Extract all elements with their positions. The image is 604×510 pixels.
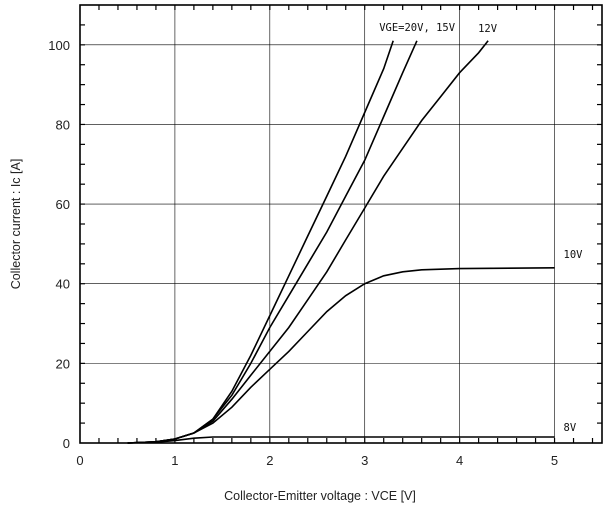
series-label: 8V (564, 422, 577, 434)
x-tick-label: 2 (266, 453, 273, 468)
series-curve-2 (127, 40, 489, 444)
y-tick-label: 60 (56, 197, 70, 212)
series-label: 10V (564, 249, 584, 261)
y-axis-label: Collector current : Ic [A] (9, 159, 23, 290)
y-tick-label: 80 (56, 117, 70, 132)
series-curve-1 (127, 40, 418, 444)
plot-frame (79, 4, 603, 444)
x-tick-label: 0 (76, 453, 83, 468)
x-tick-label: 3 (361, 453, 368, 468)
axis-ticks (80, 5, 602, 443)
y-tick-label: 0 (63, 436, 70, 451)
y-tick-label: 100 (48, 38, 70, 53)
x-tick-label: 4 (456, 453, 463, 468)
series-curves (127, 40, 555, 444)
y-tick-labels: 0 20 40 60 80 100 (48, 38, 70, 451)
grid-lines (80, 5, 602, 443)
series-label: VGE=20V, 15V (379, 22, 456, 34)
series-curve-3 (127, 267, 555, 444)
x-tick-label: 1 (171, 453, 178, 468)
x-axis-label: Collector-Emitter voltage : VCE [V] (224, 489, 416, 503)
series-curve-4 (127, 436, 555, 444)
series-labels: VGE=20V, 15V 12V 10V 8V (379, 22, 583, 434)
series-label: 12V (478, 23, 498, 35)
x-tick-label: 5 (551, 453, 558, 468)
y-tick-label: 40 (56, 277, 70, 292)
y-tick-label: 20 (56, 356, 70, 371)
x-tick-labels: 0 1 2 3 4 5 (76, 453, 558, 468)
series-curve-0 (127, 40, 394, 444)
